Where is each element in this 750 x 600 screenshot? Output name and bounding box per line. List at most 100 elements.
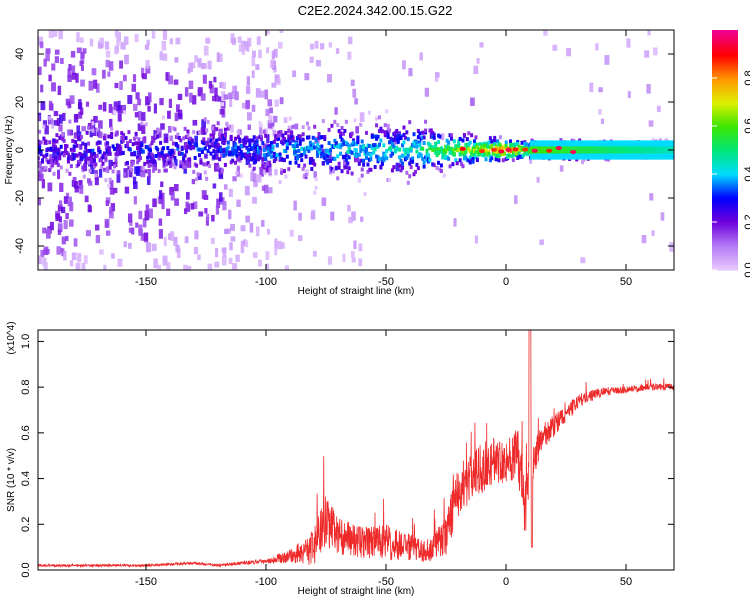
ridge-cell <box>401 153 405 158</box>
ridge-cell <box>452 152 456 157</box>
ridge-cell <box>272 151 276 156</box>
ridge-cell <box>497 158 501 163</box>
ridge-cell <box>390 168 394 173</box>
ridge-cell <box>517 144 521 149</box>
noise-blob <box>51 82 56 92</box>
band-inner <box>658 146 661 154</box>
x-tick-label: -100 <box>255 576 277 588</box>
noise-blob <box>166 261 171 270</box>
noise-blob <box>75 73 79 83</box>
noise-blob <box>536 176 540 183</box>
ridge-cell <box>72 155 76 160</box>
ridge-cell <box>413 169 417 174</box>
noise-blob <box>138 210 143 220</box>
noise-blob <box>48 30 54 39</box>
ridge-cell <box>123 172 127 177</box>
noise-blob <box>342 253 346 262</box>
ridge-cell <box>490 143 494 148</box>
colorbar-step <box>712 40 738 43</box>
colorbar-step <box>712 218 738 221</box>
ridge-cell <box>406 180 410 185</box>
ridge-cell <box>393 134 397 139</box>
noise-blob <box>293 200 297 211</box>
noise-blob <box>240 244 245 254</box>
colorbar-step <box>712 260 738 263</box>
ridge-cell <box>190 138 194 143</box>
colorbar-step <box>712 140 738 143</box>
ridge-cell <box>161 156 165 161</box>
band-inner <box>562 146 565 154</box>
ridge-cell <box>274 157 278 162</box>
noise-blob <box>212 183 217 189</box>
colorbar-step <box>712 206 738 209</box>
ridge-cell <box>268 171 272 176</box>
ridge-cell <box>121 138 125 143</box>
ridge-cell <box>82 174 86 179</box>
ridge-cell <box>295 156 299 161</box>
noise-blob <box>203 45 209 56</box>
band-inner <box>593 146 596 154</box>
ridge-cell <box>118 146 122 151</box>
noise-blob <box>38 161 42 168</box>
noise-blob <box>314 40 319 49</box>
ridge-cell <box>235 171 239 176</box>
noise-blob <box>58 124 63 132</box>
ridge-cell <box>268 163 272 168</box>
ridge-cell <box>281 133 285 138</box>
ridge-cell <box>136 146 140 151</box>
noise-blob <box>174 57 179 63</box>
noise-blob <box>419 52 423 61</box>
noise-blob <box>193 201 198 210</box>
noise-blob <box>268 115 273 124</box>
ridge-cell <box>144 169 148 174</box>
colorbar-step <box>712 220 738 223</box>
noise-blob <box>157 264 161 270</box>
noise-blob <box>48 100 53 110</box>
ridge-cell <box>192 145 196 150</box>
noise-blob <box>161 40 167 51</box>
noise-blob <box>311 209 316 220</box>
ridge-cell <box>282 158 286 163</box>
x-tick-label: 50 <box>620 276 632 288</box>
ridge-cell <box>398 147 402 152</box>
ridge-cell <box>298 138 302 143</box>
noise-blob <box>114 82 119 89</box>
noise-blob <box>48 158 54 165</box>
ridge-cell <box>205 176 209 181</box>
ridge-cell <box>437 160 441 165</box>
ridge-cell <box>137 141 141 146</box>
noise-blob <box>104 41 110 50</box>
ridge-cell <box>520 140 524 145</box>
ridge-cell <box>471 159 475 164</box>
ridge-cell <box>42 136 46 141</box>
ridge-cell <box>291 124 295 129</box>
noise-blob <box>79 144 83 150</box>
noise-blob <box>204 208 208 214</box>
noise-blob <box>140 170 146 178</box>
ridge-cell <box>488 136 492 141</box>
noise-blob <box>82 48 87 54</box>
ridge-cell <box>333 119 337 124</box>
ridge-cell <box>424 128 428 133</box>
y-axis-label: SNR (10 * v/v) <box>6 448 17 512</box>
colorbar-step <box>712 58 738 61</box>
noise-blob <box>38 115 41 122</box>
colorbar-step <box>712 188 738 191</box>
noise-blob <box>216 198 221 208</box>
ridge-cell <box>422 164 426 169</box>
ridge-cell <box>334 141 338 146</box>
noise-blob <box>69 95 75 104</box>
noise-blob <box>223 94 229 100</box>
band-inner <box>587 146 590 154</box>
ridge-cell <box>300 158 304 163</box>
band-inner <box>543 146 546 154</box>
noise-blob <box>169 231 175 241</box>
ridge-cell <box>208 164 212 169</box>
noise-blob <box>359 112 365 122</box>
noise-blob <box>123 241 127 248</box>
noise-blob <box>265 108 270 117</box>
noise-blob <box>252 252 258 258</box>
ridge-cell <box>473 142 477 147</box>
ridge-cell <box>496 139 500 144</box>
noise-blob <box>351 211 356 221</box>
